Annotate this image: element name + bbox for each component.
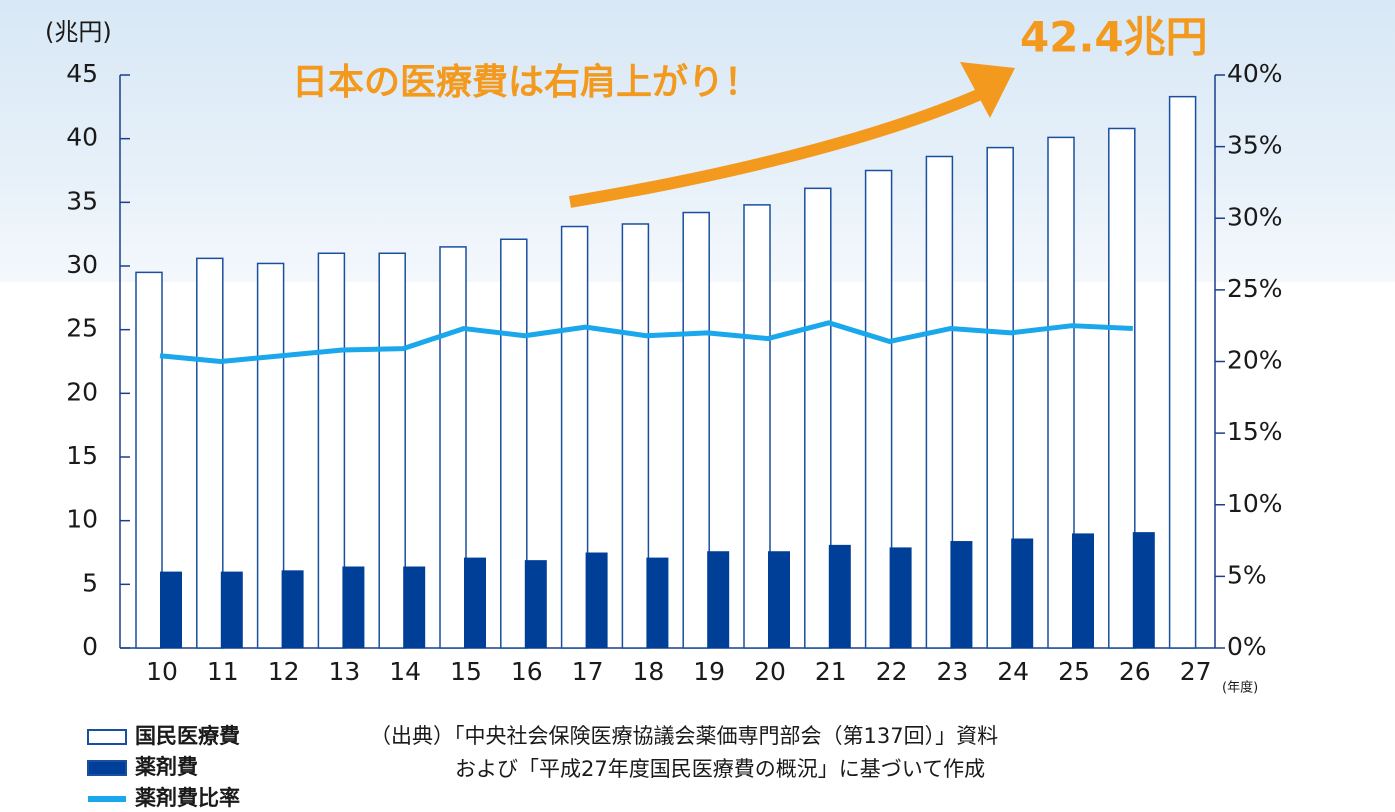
bar <box>1170 97 1196 648</box>
x-axis-label: (年度) <box>1222 680 1258 696</box>
x-tick-label: 13 <box>328 657 360 686</box>
source-line: （出典）「中央社会保険医療協議会薬価専門部会（第137回）」資料 <box>370 724 998 748</box>
bar <box>866 171 892 649</box>
bar <box>1048 137 1074 648</box>
y2-tick-label: 40% <box>1227 59 1283 88</box>
bar <box>744 205 770 648</box>
page: {"chart_data": { "type": "bar", "y_label… <box>0 0 1395 812</box>
y-tick-label: 10 <box>66 505 98 534</box>
bar <box>221 572 243 648</box>
bar <box>646 558 668 648</box>
bar <box>258 263 284 648</box>
x-tick-label: 11 <box>207 657 239 686</box>
bar <box>950 541 972 648</box>
x-tick-label: 15 <box>450 657 482 686</box>
bar <box>197 258 223 648</box>
bar <box>890 547 912 648</box>
x-tick-label: 16 <box>511 657 543 686</box>
bar <box>403 567 425 648</box>
x-tick-label: 17 <box>572 657 604 686</box>
bar <box>926 156 952 648</box>
bar <box>136 272 162 648</box>
x-tick-label: 18 <box>632 657 664 686</box>
bar <box>683 213 709 648</box>
bar <box>1109 128 1135 648</box>
x-tick-label: 12 <box>268 657 300 686</box>
y-tick-label: 40 <box>66 123 98 152</box>
y-tick-label: 20 <box>66 377 98 406</box>
y2-tick-label: 30% <box>1227 202 1283 231</box>
y-tick-label: 25 <box>66 314 98 343</box>
y2-tick-label: 10% <box>1227 489 1283 518</box>
y2-tick-label: 35% <box>1227 131 1283 160</box>
bar <box>440 247 466 648</box>
bar <box>586 553 608 649</box>
y-tick-label: 30 <box>66 250 98 279</box>
y2-tick-label: 0% <box>1227 632 1267 661</box>
y-tick-label: 0 <box>82 632 98 661</box>
bar <box>318 253 344 648</box>
bar <box>464 558 486 648</box>
legend-marker <box>88 761 126 775</box>
bar <box>707 551 729 648</box>
y-tick-label: 5 <box>82 568 98 597</box>
legend-marker <box>88 730 126 744</box>
source-line: および「平成27年度国民医療費の概況」に基づいて作成 <box>455 757 985 781</box>
y-axis-label: (兆円) <box>45 18 112 46</box>
annotation: 日本の医療費は右肩上がり！ <box>292 61 760 103</box>
x-tick-label: 19 <box>693 657 725 686</box>
bar <box>622 224 648 648</box>
bar <box>501 239 527 648</box>
x-tick-label: 24 <box>997 657 1029 686</box>
x-tick-label: 20 <box>754 657 786 686</box>
bar <box>562 227 588 648</box>
y2-tick-label: 15% <box>1227 417 1283 446</box>
x-tick-label: 27 <box>1180 657 1212 686</box>
y-tick-label: 35 <box>66 186 98 215</box>
legend-marker <box>88 796 126 802</box>
y2-tick-label: 5% <box>1227 560 1267 589</box>
legend-label: 薬剤費比率 <box>135 786 240 810</box>
y2-tick-label: 25% <box>1227 274 1283 303</box>
bar <box>805 188 831 648</box>
legend-label: 薬剤費 <box>135 755 198 779</box>
legend-label: 国民医療費 <box>135 724 240 748</box>
x-tick-label: 23 <box>936 657 968 686</box>
chart: 日本の医療費は右肩上がり！ 42.4兆円 (兆円) (年度) （出典）「中央社会… <box>0 0 1395 812</box>
bar <box>342 567 364 648</box>
bar <box>1133 532 1155 648</box>
x-tick-label: 21 <box>815 657 847 686</box>
x-tick-label: 22 <box>876 657 908 686</box>
bar <box>525 560 547 648</box>
y2-tick-label: 20% <box>1227 346 1283 375</box>
x-tick-label: 10 <box>146 657 178 686</box>
y-tick-label: 45 <box>66 59 98 88</box>
highlight: 42.4兆円 <box>1020 13 1208 62</box>
y-tick-label: 15 <box>66 441 98 470</box>
bar <box>160 572 182 648</box>
bar <box>1072 533 1094 648</box>
bar <box>1011 538 1033 648</box>
bar <box>987 148 1013 648</box>
x-tick-label: 26 <box>1119 657 1151 686</box>
x-tick-label: 25 <box>1058 657 1090 686</box>
bar <box>829 545 851 648</box>
bar <box>379 253 405 648</box>
x-tick-label: 14 <box>389 657 421 686</box>
bar <box>282 570 304 648</box>
bar <box>768 551 790 648</box>
